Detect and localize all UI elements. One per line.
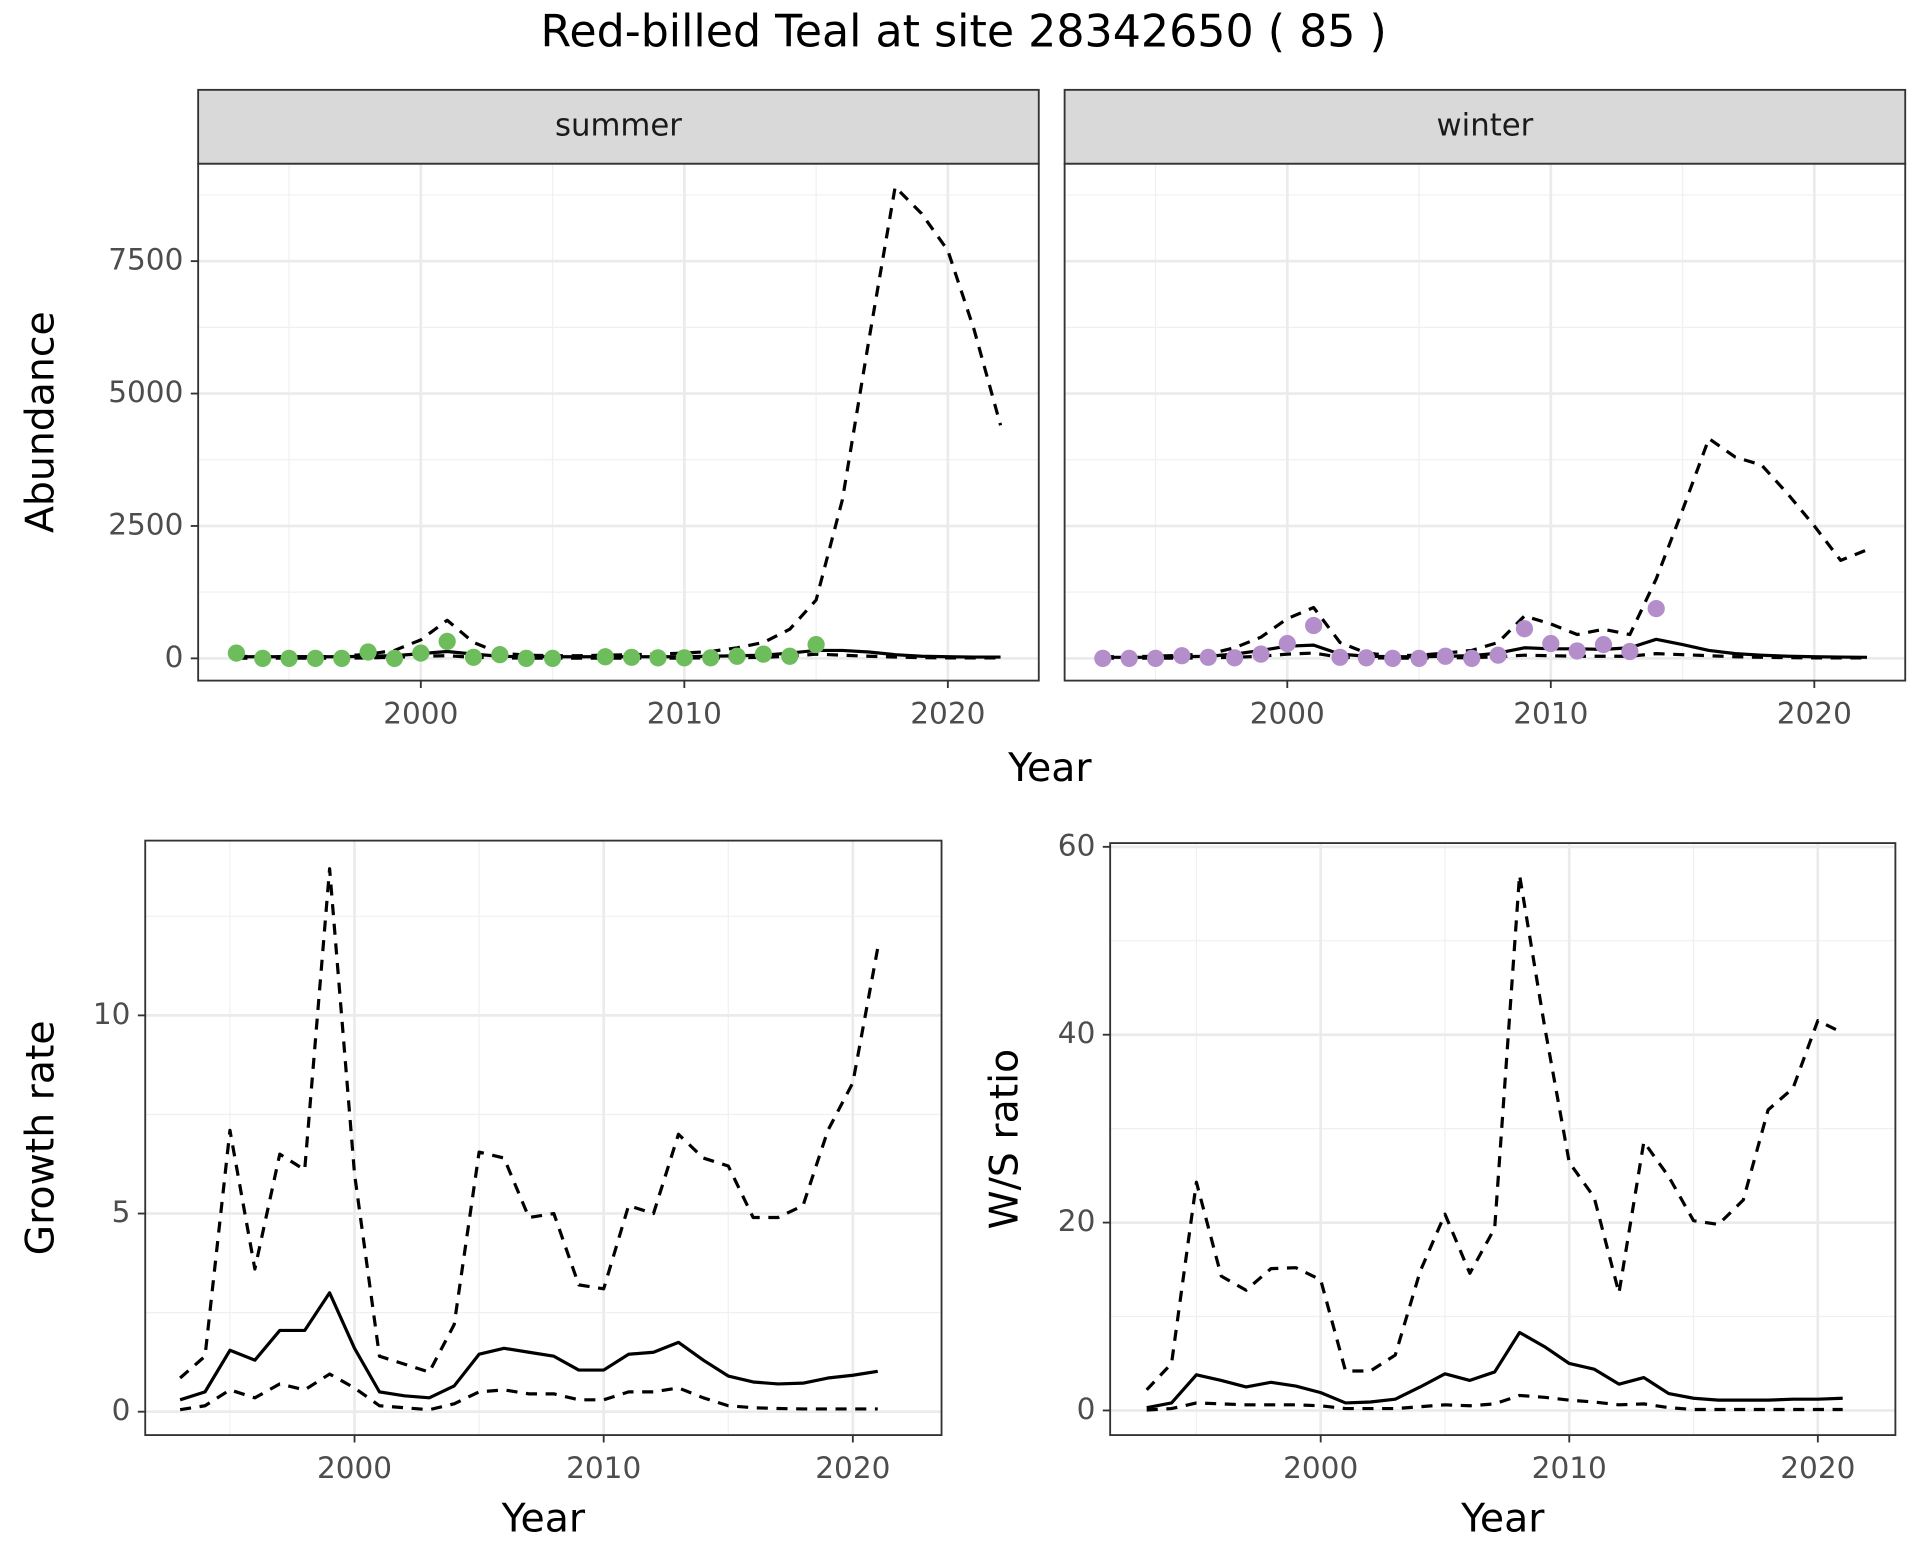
data-point <box>517 649 535 667</box>
x-tick-label: 2010 <box>647 697 722 731</box>
x-tick-label: 2000 <box>383 697 458 731</box>
data-point <box>1384 649 1402 667</box>
x-tick-label: 2000 <box>1250 697 1325 731</box>
interval-line <box>179 1372 878 1412</box>
data-point <box>675 649 693 667</box>
data-point <box>781 647 799 665</box>
y-axis-label: Growth rate <box>18 1020 64 1255</box>
y-axis-label: Abundance <box>18 311 64 533</box>
mean-line <box>179 1291 879 1402</box>
data-point <box>491 646 509 664</box>
x-tick-label: 2010 <box>1513 697 1588 731</box>
strip <box>1063 88 1907 165</box>
x-tick-label: 2010 <box>566 1451 641 1485</box>
data-point <box>464 648 483 666</box>
data-point <box>1594 635 1613 654</box>
y-tick-label: 10 <box>93 997 131 1031</box>
y-tick-label: 0 <box>165 640 184 674</box>
figure-title: Red-billed Teal at site 28342650 ( 85 ) <box>541 6 1387 57</box>
y-tick-label: 20 <box>1058 1204 1096 1238</box>
data-point <box>227 644 245 662</box>
data-point <box>1173 647 1191 665</box>
data-point <box>1463 649 1481 667</box>
data-point <box>306 649 325 667</box>
data-point <box>807 635 825 654</box>
panel-border <box>144 839 943 1436</box>
y-axis-label: W/S ratio <box>981 1049 1027 1230</box>
x-axis-label: Year <box>501 1496 586 1542</box>
data-point <box>1489 646 1507 664</box>
data-point <box>438 632 456 651</box>
data-point <box>359 643 377 661</box>
data-point <box>333 649 351 667</box>
data-point <box>1542 634 1560 653</box>
x-axis-label: Year <box>1460 1496 1545 1542</box>
y-tick-label: 5 <box>112 1195 131 1229</box>
data-point <box>1515 620 1534 638</box>
data-point <box>543 649 562 667</box>
data-point <box>728 647 746 665</box>
data-point <box>596 648 614 666</box>
y-tick-label: 0 <box>1077 1392 1096 1426</box>
x-tick-label: 2000 <box>317 1451 392 1485</box>
data-point <box>254 649 272 667</box>
strip-label: winter <box>1437 107 1534 143</box>
data-point <box>1225 649 1244 667</box>
y-tick-label: 5000 <box>108 375 183 409</box>
data-point <box>1199 648 1217 666</box>
interval-line <box>179 867 880 1380</box>
data-point <box>1568 642 1586 660</box>
y-tick-label: 2500 <box>108 507 183 541</box>
x-tick-label: 2010 <box>1532 1451 1607 1485</box>
data-point <box>412 644 430 662</box>
data-point <box>1621 642 1639 661</box>
interval-line <box>1145 873 1844 1391</box>
x-axis-label: Year <box>1007 745 1092 791</box>
data-point <box>1357 649 1375 667</box>
data-point <box>1252 645 1270 663</box>
data-point <box>1278 634 1296 653</box>
data-point <box>1410 649 1428 667</box>
y-tick-label: 60 <box>1058 828 1096 862</box>
data-point <box>280 649 298 667</box>
y-tick-label: 0 <box>112 1393 131 1427</box>
data-point <box>1436 647 1455 665</box>
data-point <box>754 645 773 663</box>
x-tick-label: 2020 <box>1777 697 1852 731</box>
data-point <box>1331 648 1349 666</box>
strip <box>197 88 1040 165</box>
data-point <box>1305 616 1323 635</box>
data-point <box>1094 649 1112 667</box>
x-tick-label: 2020 <box>910 697 985 731</box>
x-tick-label: 2020 <box>1780 1451 1855 1485</box>
data-point <box>385 649 404 667</box>
data-point <box>702 649 720 667</box>
data-point <box>1647 599 1665 618</box>
interval-line <box>1102 436 1868 659</box>
data-point <box>649 649 667 667</box>
y-tick-label: 7500 <box>108 243 183 277</box>
x-tick-label: 2000 <box>1283 1451 1358 1485</box>
y-tick-label: 40 <box>1058 1016 1096 1050</box>
x-tick-label: 2020 <box>815 1451 890 1485</box>
strip-label: summer <box>555 107 682 143</box>
mean-line <box>1146 1330 1843 1410</box>
panel-border <box>1109 842 1897 1436</box>
data-point <box>1146 649 1165 667</box>
data-point <box>623 648 641 666</box>
data-point <box>1120 649 1138 667</box>
